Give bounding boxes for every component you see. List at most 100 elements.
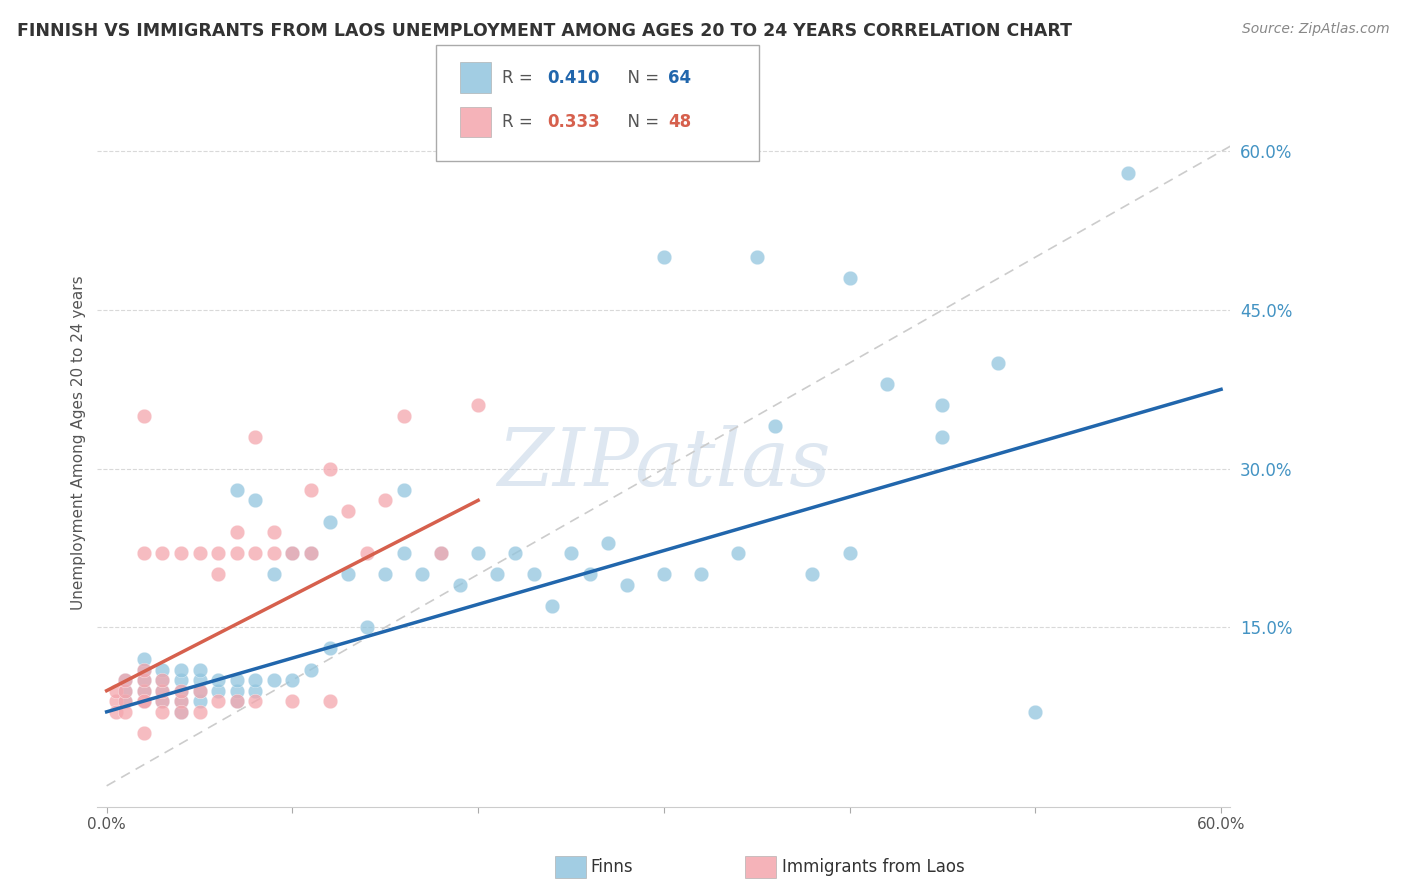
- Point: [763, 419, 786, 434]
- Point: [225, 683, 247, 698]
- Point: [374, 493, 396, 508]
- Point: [150, 673, 173, 687]
- Point: [104, 705, 127, 719]
- Text: ZIPatlas: ZIPatlas: [498, 425, 831, 503]
- Point: [485, 567, 508, 582]
- Point: [263, 525, 285, 540]
- Point: [132, 409, 155, 423]
- Text: Finns: Finns: [591, 858, 633, 876]
- Point: [170, 705, 193, 719]
- Text: FINNISH VS IMMIGRANTS FROM LAOS UNEMPLOYMENT AMONG AGES 20 TO 24 YEARS CORRELATI: FINNISH VS IMMIGRANTS FROM LAOS UNEMPLOY…: [17, 22, 1071, 40]
- Point: [207, 694, 229, 708]
- Text: R =: R =: [502, 69, 538, 87]
- Point: [170, 673, 193, 687]
- Point: [318, 515, 340, 529]
- Point: [170, 705, 193, 719]
- Point: [745, 250, 768, 264]
- Point: [411, 567, 433, 582]
- Point: [318, 694, 340, 708]
- Point: [318, 461, 340, 475]
- Point: [150, 663, 173, 677]
- Point: [299, 483, 322, 497]
- Point: [132, 663, 155, 677]
- Point: [114, 705, 136, 719]
- Point: [356, 620, 378, 634]
- Point: [245, 546, 267, 560]
- Text: Immigrants from Laos: Immigrants from Laos: [782, 858, 965, 876]
- Point: [1024, 705, 1046, 719]
- Point: [132, 546, 155, 560]
- Point: [801, 567, 824, 582]
- Point: [299, 546, 322, 560]
- Point: [299, 546, 322, 560]
- Text: Source: ZipAtlas.com: Source: ZipAtlas.com: [1241, 22, 1389, 37]
- Point: [225, 694, 247, 708]
- Point: [225, 525, 247, 540]
- Point: [931, 430, 953, 444]
- Point: [150, 683, 173, 698]
- Point: [430, 546, 453, 560]
- Point: [503, 546, 526, 560]
- Point: [987, 356, 1010, 370]
- Point: [132, 663, 155, 677]
- Point: [188, 694, 211, 708]
- Text: N =: N =: [617, 113, 665, 131]
- Point: [616, 578, 638, 592]
- Point: [114, 683, 136, 698]
- Point: [225, 546, 247, 560]
- Point: [281, 694, 304, 708]
- Point: [245, 694, 267, 708]
- Point: [114, 673, 136, 687]
- Point: [170, 663, 193, 677]
- Point: [132, 683, 155, 698]
- Point: [188, 683, 211, 698]
- Point: [281, 546, 304, 560]
- Point: [541, 599, 564, 613]
- Point: [245, 673, 267, 687]
- Point: [188, 663, 211, 677]
- Point: [114, 683, 136, 698]
- Text: 48: 48: [668, 113, 690, 131]
- Point: [598, 535, 620, 549]
- Point: [188, 673, 211, 687]
- Point: [263, 673, 285, 687]
- Point: [207, 567, 229, 582]
- Text: 0.410: 0.410: [547, 69, 599, 87]
- Point: [1116, 165, 1139, 179]
- Point: [245, 683, 267, 698]
- Point: [114, 673, 136, 687]
- Point: [150, 694, 173, 708]
- Point: [337, 504, 360, 518]
- Point: [150, 694, 173, 708]
- Point: [281, 673, 304, 687]
- Point: [170, 683, 193, 698]
- Point: [523, 567, 546, 582]
- Point: [225, 483, 247, 497]
- Point: [225, 673, 247, 687]
- Point: [132, 726, 155, 740]
- Text: 0.333: 0.333: [547, 113, 600, 131]
- Point: [876, 377, 898, 392]
- Point: [690, 567, 713, 582]
- Point: [931, 398, 953, 412]
- Point: [188, 683, 211, 698]
- Y-axis label: Unemployment Among Ages 20 to 24 years: Unemployment Among Ages 20 to 24 years: [72, 275, 86, 609]
- Point: [318, 641, 340, 656]
- Point: [374, 567, 396, 582]
- Point: [299, 663, 322, 677]
- Point: [467, 398, 489, 412]
- Point: [245, 493, 267, 508]
- Point: [207, 673, 229, 687]
- Point: [225, 694, 247, 708]
- Point: [114, 694, 136, 708]
- Point: [132, 683, 155, 698]
- Point: [263, 546, 285, 560]
- Point: [150, 683, 173, 698]
- Text: N =: N =: [617, 69, 665, 87]
- Point: [132, 694, 155, 708]
- Point: [578, 567, 600, 582]
- Point: [727, 546, 749, 560]
- Point: [170, 546, 193, 560]
- Point: [467, 546, 489, 560]
- Point: [132, 673, 155, 687]
